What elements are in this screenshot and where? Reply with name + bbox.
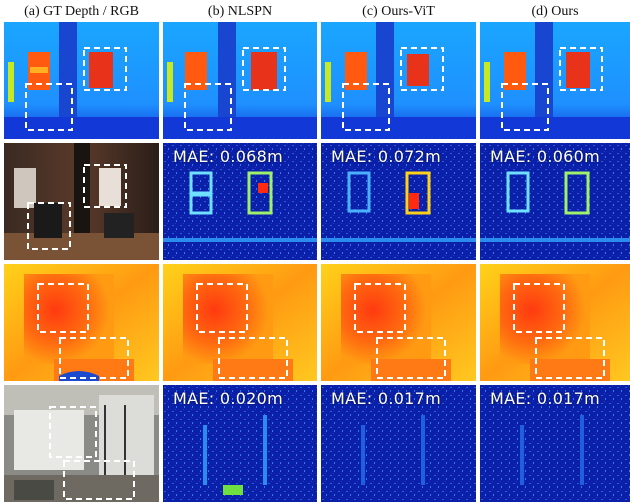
row3-ours-vit-depth <box>321 264 476 381</box>
row4-ours-vit-error: MAE: 0.017m <box>321 385 476 502</box>
row1-nlspn-depth <box>163 22 317 139</box>
row2-ours-error: MAE: 0.060m <box>480 143 630 260</box>
column-header-ours: (d) Ours <box>531 4 579 19</box>
row1-ours-depth <box>480 22 630 139</box>
column-header-nlspn: (b) NLSPN <box>207 4 273 19</box>
row2-ours-vit-error: MAE: 0.072m <box>321 143 476 260</box>
row3-ours-depth <box>480 264 630 381</box>
row4-nlspn-error: MAE: 0.020m <box>163 385 317 502</box>
row3-nlspn-depth <box>163 264 317 381</box>
row4-ours-vit-mae: MAE: 0.017m <box>331 389 442 408</box>
row4-nlspn-mae: MAE: 0.020m <box>173 389 284 408</box>
row4-ours-error: MAE: 0.017m <box>480 385 630 502</box>
row1-gt-depth <box>4 22 159 139</box>
row2-nlspn-mae: MAE: 0.068m <box>173 147 284 166</box>
row3-gt-depth <box>4 264 159 381</box>
row1-ours-vit-depth <box>321 22 476 139</box>
row4-ours-mae: MAE: 0.017m <box>490 389 601 408</box>
row2-nlspn-error: MAE: 0.068m <box>163 143 317 260</box>
row2-ours-vit-mae: MAE: 0.072m <box>331 147 442 166</box>
row4-gt-rgb <box>4 385 159 502</box>
row2-gt-rgb <box>4 143 159 260</box>
column-header-ours-vit: (c) Ours-ViT <box>362 4 435 19</box>
row2-ours-mae: MAE: 0.060m <box>490 147 601 166</box>
column-header-gt: (a) GT Depth / RGB <box>24 4 139 19</box>
